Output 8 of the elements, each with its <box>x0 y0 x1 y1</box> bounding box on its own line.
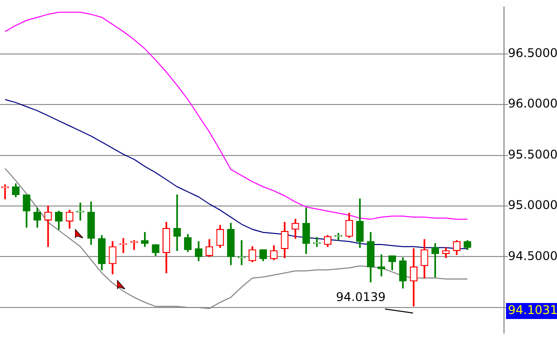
y-tick-label: 94.5000 <box>508 248 557 263</box>
annotation: 94.0139 <box>336 290 386 304</box>
y-tick-label: 96.0000 <box>508 96 557 111</box>
y-tick-label: 95.5000 <box>508 147 557 162</box>
candlestick <box>44 206 52 247</box>
y-tick-label: 95.0000 <box>508 198 557 212</box>
y-tick-label: 96.5000 <box>508 46 557 60</box>
text: 94.1031 <box>508 303 557 318</box>
